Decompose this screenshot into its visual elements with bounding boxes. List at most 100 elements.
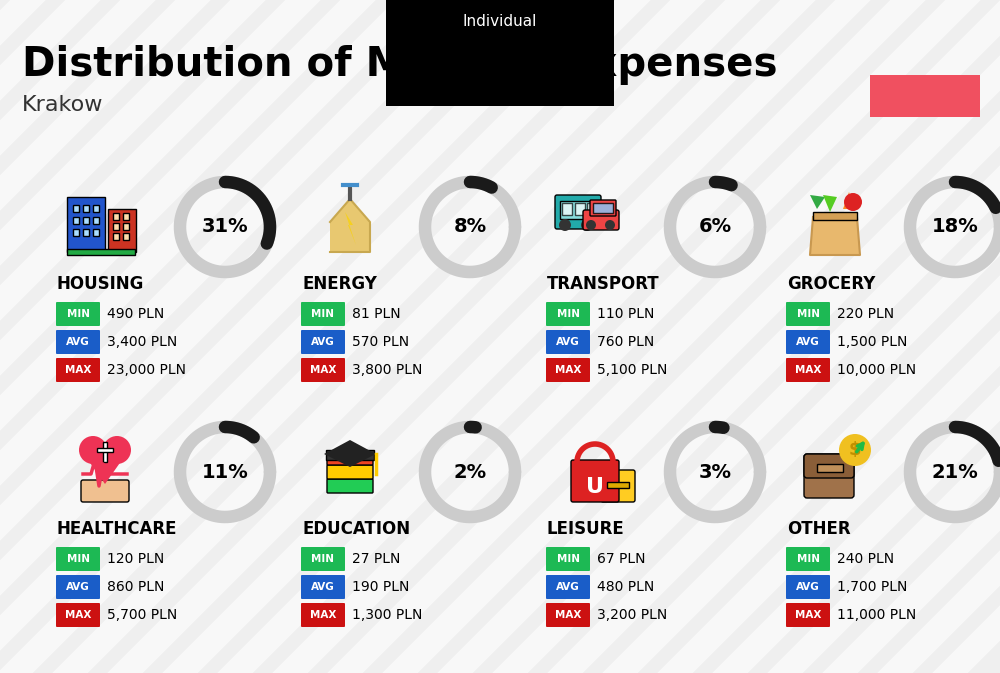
Text: 11,000 PLN: 11,000 PLN [837,608,916,622]
Text: 760 PLN: 760 PLN [597,335,654,349]
FancyBboxPatch shape [83,205,89,212]
Text: 3%: 3% [698,462,732,481]
Circle shape [581,219,593,231]
Text: Distribution of Monthly Expenses: Distribution of Monthly Expenses [22,45,778,85]
FancyBboxPatch shape [93,205,99,212]
FancyBboxPatch shape [73,229,79,236]
Text: AVG: AVG [556,582,580,592]
FancyBboxPatch shape [67,197,105,252]
Text: 190 PLN: 190 PLN [352,580,409,594]
Text: AVG: AVG [556,337,580,347]
Text: MIN: MIN [312,554,334,564]
FancyBboxPatch shape [113,213,119,220]
Text: MAX: MAX [65,610,91,620]
Text: Krakow: Krakow [22,95,104,115]
Text: GROCERY: GROCERY [787,275,875,293]
FancyBboxPatch shape [593,203,613,213]
Text: 27 PLN: 27 PLN [352,552,400,566]
FancyBboxPatch shape [301,330,345,354]
Text: MIN: MIN [312,309,334,319]
FancyBboxPatch shape [786,603,830,627]
Text: 1,700 PLN: 1,700 PLN [837,580,907,594]
Text: 490 PLN: 490 PLN [107,307,164,321]
Polygon shape [81,450,129,484]
Text: 3,400 PLN: 3,400 PLN [107,335,177,349]
Text: MIN: MIN [796,309,820,319]
FancyBboxPatch shape [546,547,590,571]
Text: 2%: 2% [453,462,487,481]
Text: 5,700 PLN: 5,700 PLN [107,608,177,622]
FancyBboxPatch shape [786,358,830,382]
Text: 120 PLN: 120 PLN [107,552,164,566]
Polygon shape [324,440,376,467]
Text: MIN: MIN [66,554,90,564]
Text: MAX: MAX [795,610,821,620]
FancyBboxPatch shape [786,547,830,571]
FancyBboxPatch shape [327,479,373,493]
Circle shape [844,193,862,211]
FancyBboxPatch shape [97,448,113,452]
FancyBboxPatch shape [555,195,601,229]
FancyBboxPatch shape [108,209,136,252]
FancyBboxPatch shape [786,302,830,326]
FancyBboxPatch shape [546,358,590,382]
FancyBboxPatch shape [56,330,100,354]
FancyBboxPatch shape [67,249,135,255]
Text: 3,200 PLN: 3,200 PLN [597,608,667,622]
FancyBboxPatch shape [56,603,100,627]
Circle shape [605,220,615,230]
Text: 5,100 PLN: 5,100 PLN [597,363,667,377]
Text: MAX: MAX [555,610,581,620]
Text: 1,500 PLN: 1,500 PLN [837,335,907,349]
Text: MIN: MIN [556,309,580,319]
FancyBboxPatch shape [73,205,79,212]
FancyBboxPatch shape [327,451,373,465]
Text: 10,000 PLN: 10,000 PLN [837,363,916,377]
Text: 6%: 6% [698,217,732,236]
FancyBboxPatch shape [103,442,107,462]
Text: 860 PLN: 860 PLN [107,580,164,594]
Text: OTHER: OTHER [787,520,851,538]
FancyBboxPatch shape [93,229,99,236]
Text: TRANSPORT: TRANSPORT [547,275,660,293]
FancyBboxPatch shape [81,480,129,502]
Text: MIN: MIN [556,554,580,564]
FancyBboxPatch shape [546,603,590,627]
FancyBboxPatch shape [123,213,129,220]
Text: 31%: 31% [202,217,248,236]
Polygon shape [810,195,825,209]
Text: HOUSING: HOUSING [57,275,144,293]
Text: MAX: MAX [795,365,821,375]
Polygon shape [843,192,855,209]
Polygon shape [810,217,860,255]
FancyBboxPatch shape [607,482,629,488]
FancyBboxPatch shape [546,302,590,326]
Text: 21%: 21% [932,462,978,481]
Text: AVG: AVG [66,582,90,592]
FancyBboxPatch shape [870,75,980,117]
FancyBboxPatch shape [804,454,854,478]
Text: 81 PLN: 81 PLN [352,307,401,321]
FancyBboxPatch shape [301,547,345,571]
Text: AVG: AVG [311,337,335,347]
Text: 1,300 PLN: 1,300 PLN [352,608,422,622]
Text: EDUCATION: EDUCATION [302,520,410,538]
Text: Individual: Individual [463,15,537,30]
Text: 67 PLN: 67 PLN [597,552,646,566]
Text: ENERGY: ENERGY [302,275,377,293]
FancyBboxPatch shape [786,330,830,354]
Text: HEALTHCARE: HEALTHCARE [57,520,178,538]
Text: AVG: AVG [66,337,90,347]
Text: 18%: 18% [932,217,978,236]
Text: 23,000 PLN: 23,000 PLN [107,363,186,377]
Circle shape [559,219,571,231]
FancyBboxPatch shape [301,603,345,627]
Text: U: U [586,477,604,497]
FancyBboxPatch shape [123,233,129,240]
Text: 8%: 8% [453,217,487,236]
FancyBboxPatch shape [113,223,119,230]
Circle shape [79,436,107,464]
FancyBboxPatch shape [601,470,635,502]
Text: MAX: MAX [310,610,336,620]
Circle shape [586,220,596,230]
